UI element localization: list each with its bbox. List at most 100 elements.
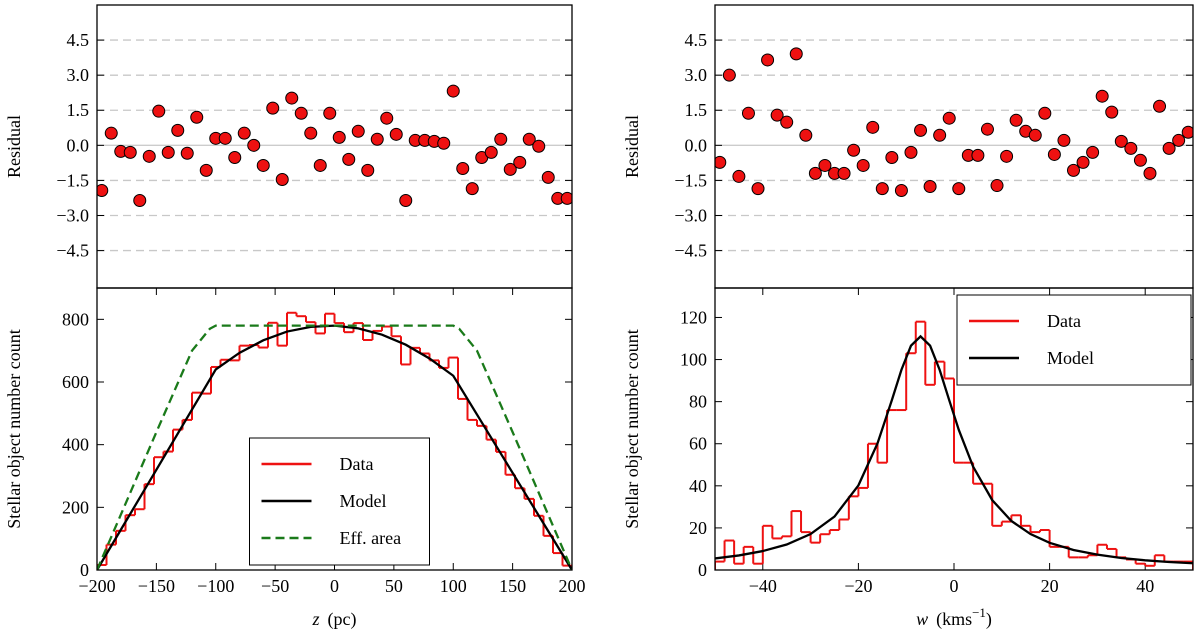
residual-point (256, 158, 270, 172)
residual-point (741, 106, 755, 120)
y-tick-label: 200 (62, 497, 89, 517)
model-line (715, 334, 1193, 565)
residual-point (980, 122, 994, 136)
residual-point (933, 128, 947, 142)
residual-point (866, 120, 880, 134)
residual-point (1124, 141, 1138, 155)
y-tick-label: 3.0 (685, 65, 708, 85)
axes-frame (714, 287, 1194, 571)
residual-point (856, 158, 870, 172)
residual-point (275, 172, 289, 186)
residual-point (1143, 166, 1157, 180)
axes-frame (96, 287, 573, 571)
residual-point (484, 145, 498, 159)
residual-point (522, 132, 536, 146)
y-tick-label: 400 (62, 435, 89, 455)
residual-point (1038, 106, 1052, 120)
y-tick-label: 0 (698, 560, 707, 580)
residual-point (266, 101, 280, 115)
y-tick-label: 4.5 (67, 30, 90, 50)
plot-area (715, 320, 1193, 570)
residual-point (1095, 89, 1109, 103)
residual-point (770, 108, 784, 122)
y-tick-label: 40 (689, 476, 707, 496)
residual-point (990, 179, 1004, 193)
y-axis-label: Residual (622, 115, 642, 178)
x-tick-label: −20 (844, 576, 872, 596)
residual-point (732, 169, 746, 183)
x-tick-label: −100 (197, 576, 234, 596)
residual-point (1067, 163, 1080, 177)
residual-point (142, 149, 156, 163)
residual-point (465, 182, 479, 196)
residual-point (560, 191, 572, 205)
panel: −4.5 −3.0 −1.5 0.0 1.5 3.0 4.5 Residual (4, 4, 573, 289)
y-axis-label: Stellar object number count (4, 329, 24, 528)
residual-point (294, 106, 308, 120)
x-tick-label: 50 (385, 576, 403, 596)
y-tick-label: 3.0 (67, 65, 90, 85)
plot-area (97, 311, 572, 570)
residual-point (751, 182, 765, 196)
residual-point (494, 132, 508, 146)
x-tick-label: −150 (138, 576, 175, 596)
y-tick-label: −1.5 (674, 170, 707, 190)
legend-label: Data (1047, 311, 1081, 331)
x-tick-label: 100 (440, 576, 467, 596)
residual-point (847, 143, 861, 157)
residual-point (818, 158, 832, 172)
residual-point (1181, 125, 1193, 139)
y-tick-label: 1.5 (67, 100, 90, 120)
residual-point (370, 132, 384, 146)
x-tick-label: −50 (261, 576, 289, 596)
residual-point (237, 126, 251, 140)
y-tick-label: 600 (62, 372, 89, 392)
residual-point (380, 111, 394, 125)
residual-point (799, 128, 813, 142)
residual-point (1086, 145, 1100, 159)
residual-point (1057, 133, 1071, 147)
residual-point (304, 126, 318, 140)
residual-point (437, 136, 451, 150)
x-tick-label: −200 (78, 576, 115, 596)
y-tick-label: −4.5 (674, 241, 707, 261)
y-axis-label: Stellar object number count (622, 329, 642, 528)
legend-box (956, 294, 1192, 386)
residual-point (123, 145, 137, 159)
residual-point (133, 194, 147, 208)
residual-point (1153, 99, 1167, 113)
residual-point (228, 150, 242, 164)
residual-point (894, 183, 908, 197)
residual-point (1133, 153, 1147, 167)
x-tick-label: 0 (330, 576, 339, 596)
residual-point (190, 110, 204, 124)
panel: −4.5 −3.0 −1.5 0.0 1.5 3.0 4.5 Residual (622, 4, 1194, 289)
residual-point (1162, 141, 1176, 155)
residual-point (152, 104, 166, 118)
panel: 0 20 40 60 80 100 120 −40 −20 0 20 40 Stellar object… (622, 287, 1194, 630)
residual-point (456, 161, 470, 175)
residual-point (399, 194, 413, 208)
x-tick-label: 0 (950, 576, 959, 596)
y-tick-label: 4.5 (685, 30, 708, 50)
residual-point (104, 126, 118, 140)
residual-point (942, 111, 956, 125)
legend: Data Model Eff. area (249, 437, 430, 566)
residual-point (218, 131, 232, 145)
legend: Data Model (956, 294, 1192, 386)
x-tick-label: 40 (1136, 576, 1154, 596)
residual-point (722, 68, 736, 82)
residual-point (1047, 147, 1061, 161)
y-tick-label: 20 (689, 518, 707, 538)
residual-point (389, 127, 403, 141)
residual-point (761, 53, 775, 67)
x-label-part: (pc) (328, 609, 357, 630)
legend-label: Model (340, 491, 387, 511)
model-line (97, 324, 572, 570)
residual-point (503, 162, 517, 176)
plot-area (715, 47, 1193, 197)
residual-point (446, 84, 460, 98)
y-tick-label: 80 (689, 392, 707, 412)
residual-point (513, 155, 527, 169)
